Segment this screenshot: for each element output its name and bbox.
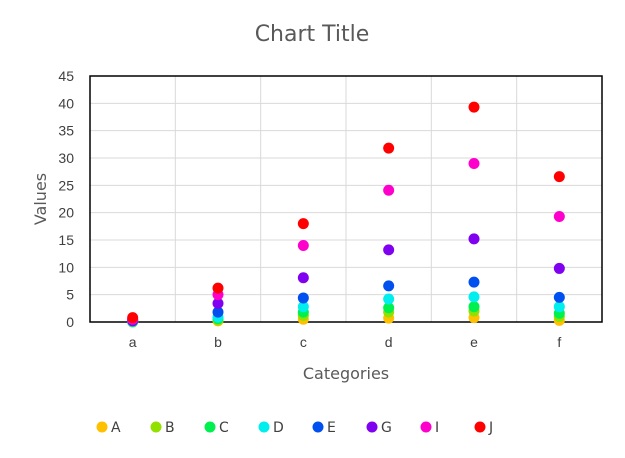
- y-tick-label: 25: [58, 177, 74, 193]
- legend-label: G: [381, 420, 392, 436]
- x-axis-title: Categories: [303, 364, 389, 383]
- legend-marker: [258, 421, 270, 433]
- data-point: [297, 218, 309, 230]
- legend-label: D: [273, 420, 284, 436]
- legend-item: D: [258, 420, 284, 436]
- x-tick-label: f: [557, 334, 561, 350]
- x-tick-label: c: [300, 334, 307, 350]
- legend-item: B: [150, 420, 175, 436]
- data-point: [468, 291, 480, 303]
- data-point: [468, 101, 480, 113]
- data-point: [383, 293, 395, 305]
- legend-marker: [204, 421, 216, 433]
- data-point: [212, 306, 224, 318]
- data-point: [297, 239, 309, 251]
- legend-item: E: [312, 420, 336, 436]
- data-point: [553, 262, 565, 274]
- chart-title: Chart Title: [255, 22, 370, 47]
- y-tick-labels: 0 5 10 15 20 25 30 35 40 45: [58, 68, 74, 330]
- data-point: [468, 301, 480, 313]
- data-point: [297, 292, 309, 304]
- data-point: [383, 244, 395, 256]
- x-tick-label: d: [385, 334, 393, 350]
- legend-label: B: [165, 420, 175, 436]
- y-tick-label: 35: [58, 123, 74, 139]
- x-tick-label: a: [129, 334, 137, 350]
- y-axis-title: Values: [31, 173, 50, 225]
- data-point: [383, 184, 395, 196]
- legend-label: J: [488, 420, 493, 436]
- series-J: [127, 101, 565, 324]
- y-tick-label: 20: [58, 205, 74, 221]
- data-point: [212, 297, 224, 309]
- data-point: [468, 157, 480, 169]
- data-point: [468, 276, 480, 288]
- legend-item: J: [474, 420, 493, 436]
- y-tick-label: 15: [58, 232, 74, 248]
- y-tick-label: 5: [66, 287, 74, 303]
- data-point: [553, 291, 565, 303]
- data-point: [383, 280, 395, 292]
- data-point: [212, 282, 224, 294]
- legend-marker: [96, 421, 108, 433]
- legend-label: I: [435, 420, 439, 436]
- legend-label: C: [219, 420, 229, 436]
- legend-item: G: [366, 420, 392, 436]
- x-tick-labels: a b c d e f: [129, 334, 562, 350]
- data-point: [297, 301, 309, 313]
- data-points: [127, 101, 565, 328]
- y-tick-label: 40: [58, 95, 74, 111]
- data-point: [553, 210, 565, 222]
- legend-marker: [474, 421, 486, 433]
- legend-marker: [312, 421, 324, 433]
- data-point: [383, 142, 395, 154]
- y-tick-label: 10: [58, 259, 74, 275]
- data-point: [468, 233, 480, 245]
- data-point: [553, 171, 565, 183]
- legend-item: C: [204, 420, 229, 436]
- legend-item: I: [420, 420, 439, 436]
- legend-marker: [366, 421, 378, 433]
- y-tick-label: 0: [66, 314, 74, 330]
- legend-marker: [150, 421, 162, 433]
- data-point: [553, 301, 565, 313]
- plot-area-border: [89, 75, 603, 323]
- x-tick-label: e: [470, 334, 478, 350]
- series-E: [127, 276, 565, 327]
- gridlines: [90, 76, 602, 322]
- legend-label: A: [111, 420, 121, 436]
- data-point: [297, 272, 309, 284]
- legend-marker: [420, 421, 432, 433]
- y-tick-label: 45: [58, 68, 74, 84]
- data-point: [383, 302, 395, 314]
- legend-item: A: [96, 420, 121, 436]
- y-tick-label: 30: [58, 150, 74, 166]
- legend-label: E: [327, 420, 336, 436]
- data-point: [127, 312, 139, 324]
- x-tick-label: b: [214, 334, 222, 350]
